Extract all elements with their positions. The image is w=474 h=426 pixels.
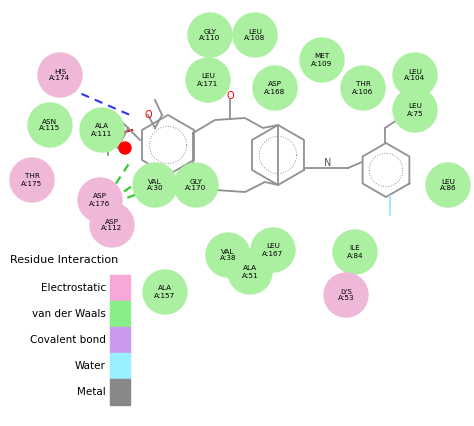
Text: LEU
A:104: LEU A:104 [404, 69, 426, 81]
Circle shape [206, 233, 250, 277]
Text: Residue Interaction: Residue Interaction [10, 255, 118, 265]
Text: MET
A:109: MET A:109 [311, 54, 333, 66]
Circle shape [28, 103, 72, 147]
Text: ASP
A:168: ASP A:168 [264, 81, 286, 95]
Circle shape [233, 13, 277, 57]
Text: Water: Water [75, 361, 106, 371]
Circle shape [78, 178, 122, 222]
Bar [110, 301, 130, 327]
Circle shape [174, 163, 218, 207]
Bar [110, 275, 130, 301]
Text: LEU
A:167: LEU A:167 [263, 244, 283, 256]
Circle shape [251, 228, 295, 272]
Circle shape [38, 53, 82, 97]
Text: VAL
A:38: VAL A:38 [219, 248, 237, 262]
Bar [110, 353, 130, 379]
Text: Covalent bond: Covalent bond [30, 335, 106, 345]
Circle shape [228, 250, 272, 294]
Circle shape [426, 163, 470, 207]
Circle shape [324, 273, 368, 317]
Text: HIS
A:174: HIS A:174 [49, 69, 71, 81]
Circle shape [393, 53, 437, 97]
Text: O: O [144, 110, 152, 120]
Circle shape [133, 163, 177, 207]
Text: O: O [226, 91, 234, 101]
Text: ALA
A:157: ALA A:157 [155, 285, 176, 299]
Circle shape [10, 158, 54, 202]
Text: van der Waals: van der Waals [32, 309, 106, 319]
Text: ASP
A:112: ASP A:112 [101, 219, 123, 231]
Text: Metal: Metal [77, 387, 106, 397]
Text: ASP
A:176: ASP A:176 [90, 193, 110, 207]
Text: GLY
A:170: GLY A:170 [185, 178, 207, 192]
Bar [110, 327, 130, 353]
Text: LEU
A:75: LEU A:75 [407, 104, 423, 116]
Text: THR
A:175: THR A:175 [21, 173, 43, 187]
Text: ALA
A:111: ALA A:111 [91, 124, 113, 136]
Circle shape [341, 66, 385, 110]
Text: LEU
A:86: LEU A:86 [440, 178, 456, 192]
Circle shape [90, 203, 134, 247]
Circle shape [300, 38, 344, 82]
Bar [110, 379, 130, 405]
Text: GLY
A:110: GLY A:110 [200, 29, 220, 41]
Text: ALA
A:51: ALA A:51 [242, 265, 258, 279]
Text: ASN
A:115: ASN A:115 [39, 118, 61, 132]
Circle shape [393, 88, 437, 132]
Text: LEU
A:108: LEU A:108 [245, 29, 265, 41]
Text: THR
A:106: THR A:106 [352, 81, 374, 95]
Circle shape [253, 66, 297, 110]
Text: LYS
A:53: LYS A:53 [337, 288, 354, 302]
Text: LEU
A:171: LEU A:171 [197, 74, 219, 86]
Text: ILE
A:84: ILE A:84 [346, 245, 363, 259]
Text: VAL
A:30: VAL A:30 [146, 178, 164, 192]
Circle shape [80, 108, 124, 152]
Text: N: N [324, 158, 332, 168]
Circle shape [186, 58, 230, 102]
Circle shape [188, 13, 232, 57]
Text: Electrostatic: Electrostatic [41, 283, 106, 293]
Circle shape [333, 230, 377, 274]
Circle shape [143, 270, 187, 314]
Circle shape [119, 142, 131, 154]
